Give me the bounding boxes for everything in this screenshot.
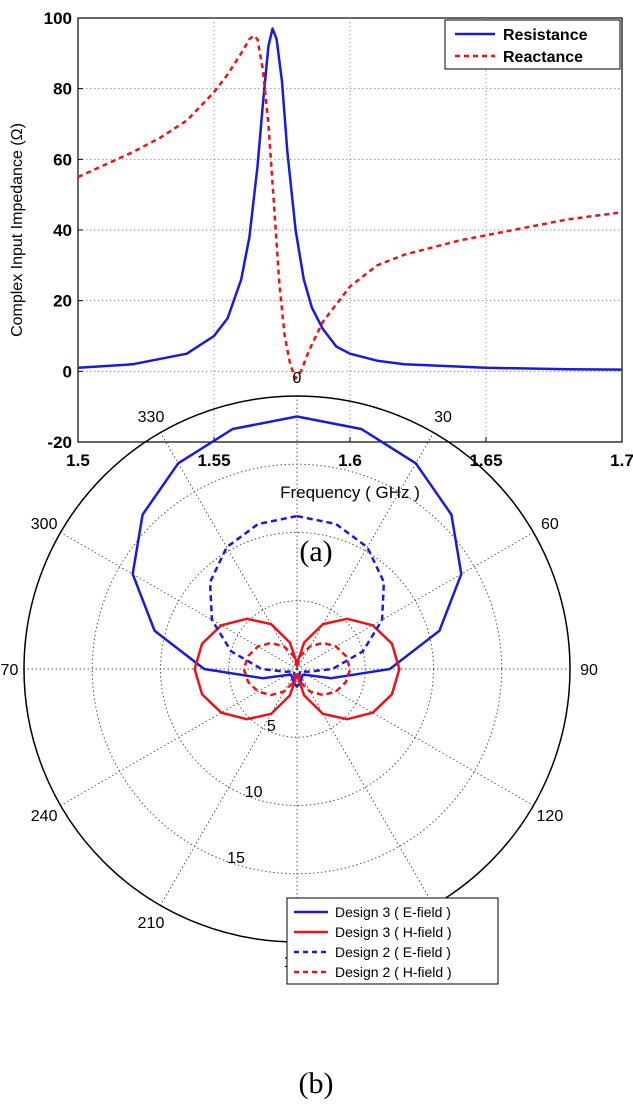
angle-tick-label: 330 — [138, 409, 165, 426]
legend-label-design3-h: Design 3 ( H-field ) — [335, 924, 452, 940]
polar-spoke — [296, 668, 534, 806]
impedance-grid — [77, 17, 623, 443]
angle-tick-label: 300 — [31, 516, 58, 533]
legend-label-design2-h: Design 2 ( H-field ) — [335, 964, 452, 980]
polar-spoke — [296, 432, 434, 670]
radial-tick-label: 10 — [245, 784, 263, 801]
panel-label-b: (b) — [299, 1067, 334, 1100]
y-tick-label: 0 — [63, 362, 72, 381]
y-tick-label: 80 — [53, 80, 72, 99]
polar-legend: Design 3 ( E-field ) Design 3 ( H-field … — [286, 897, 499, 985]
y-tick-label: 40 — [53, 221, 72, 240]
impedance-series — [77, 27, 623, 380]
x-tick-label: 1.6 — [338, 451, 362, 470]
x-tick-label: 1.7 — [610, 451, 633, 470]
polar-series — [131, 415, 463, 721]
impedance-legend: Resistance Reactance — [444, 19, 621, 70]
legend-label-resistance: Resistance — [503, 27, 588, 44]
x-tick-label: 1.5 — [66, 451, 90, 470]
impedance-chart: 1.5 1.55 1.6 1.65 1.7 -20 0 20 40 60 80 100 Frequen… — [9, 9, 633, 568]
y-tick-label: 100 — [44, 9, 72, 28]
angle-tick-label: 120 — [537, 808, 564, 825]
polar-series-1 — [131, 415, 463, 688]
x-tick-label: 1.55 — [197, 451, 230, 470]
polar-ring — [91, 463, 503, 875]
y-tick-label: 20 — [53, 292, 72, 311]
radial-tick-label: 5 — [267, 718, 276, 735]
y-tick-label: -20 — [47, 433, 72, 452]
series-line-resistance — [77, 27, 623, 371]
angle-tick-label: 60 — [541, 516, 559, 533]
angle-tick-label: 210 — [138, 915, 165, 932]
polar-ring — [228, 600, 366, 738]
impedance-x-axis-label: Frequency ( GHz ) — [280, 483, 420, 502]
polar-spoke — [160, 668, 298, 906]
impedance-y-axis-label: Complex Input Impedance (Ω) — [9, 123, 26, 337]
angle-tick-label: 30 — [434, 409, 452, 426]
angle-tick-label: 90 — [580, 662, 598, 679]
y-tick-label: 60 — [53, 150, 72, 169]
polar-grid — [23, 395, 571, 943]
legend-label-reactance: Reactance — [503, 49, 583, 66]
x-tick-label: 1.65 — [469, 451, 502, 470]
angle-tick-label: 240 — [31, 808, 58, 825]
polar-ring — [160, 532, 434, 806]
polar-spoke — [160, 432, 298, 670]
radiation-pattern-chart: 030609012015018021024027030033051015 Des… — [0, 370, 598, 1100]
legend-label-design2-e: Design 2 ( E-field ) — [335, 944, 451, 960]
polar-series-4 — [242, 641, 352, 697]
legend-label-design3-e: Design 3 ( E-field ) — [335, 904, 451, 920]
impedance-legend-box — [444, 19, 621, 70]
polar-series-3 — [208, 514, 386, 680]
panel-label-a: (a) — [299, 535, 332, 568]
radial-tick-label: 15 — [227, 850, 245, 867]
angle-tick-label: 0 — [293, 370, 302, 387]
angle-tick-label: 270 — [0, 662, 18, 679]
polar-spoke — [296, 668, 434, 906]
